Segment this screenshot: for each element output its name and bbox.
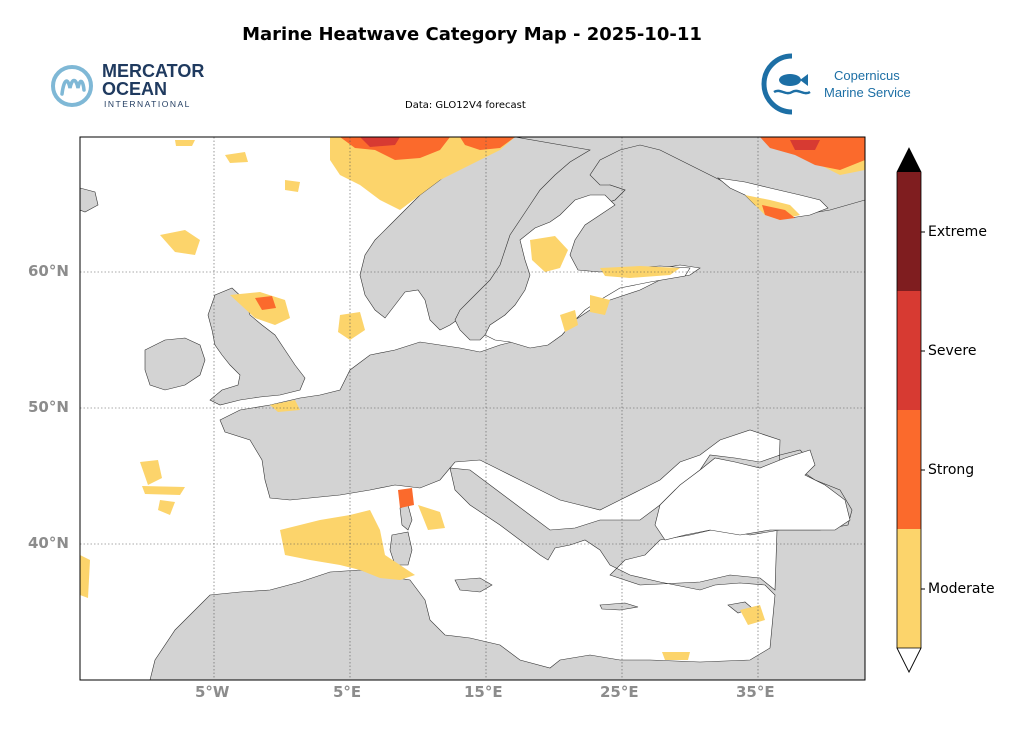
colorbar xyxy=(896,147,925,673)
land-sardinia xyxy=(389,531,413,566)
mercator-line3: INTERNATIONAL xyxy=(104,99,191,109)
severe-patches xyxy=(360,137,820,150)
lon-label-5e: 5°E xyxy=(333,683,362,701)
lat-label-40n: 40°N xyxy=(28,534,69,552)
legend-label-moderate: Moderate xyxy=(928,581,995,597)
mercator-ocean-logo: MERCATOR OCEAN INTERNATIONAL xyxy=(51,61,204,109)
mercator-line2: OCEAN xyxy=(102,79,167,99)
map-title: Marine Heatwave Category Map - 2025-10-1… xyxy=(242,24,702,45)
land-great-britain xyxy=(207,287,306,406)
land-ireland xyxy=(144,337,206,391)
colorbar-moderate xyxy=(897,529,921,648)
land-iceland-fragment xyxy=(80,187,99,213)
lon-label-25e: 25°E xyxy=(600,683,639,701)
lon-label-35e: 35°E xyxy=(736,683,775,701)
colorbar-severe xyxy=(897,291,921,410)
copernicus-line2: Marine Service xyxy=(824,85,911,100)
lat-label-50n: 50°N xyxy=(28,398,69,416)
map-frame xyxy=(79,136,866,681)
lon-label-15e: 15°E xyxy=(464,683,503,701)
mercator-line1: MERCATOR xyxy=(102,61,204,81)
data-source-label: Data: GLO12V4 forecast xyxy=(405,100,526,111)
sea-black-sea xyxy=(654,449,851,541)
legend-label-severe: Severe xyxy=(928,343,977,359)
copernicus-line1: Copernicus xyxy=(834,68,900,83)
graticule xyxy=(80,137,865,680)
legend-label-strong: Strong xyxy=(928,462,975,478)
lat-label-60n: 60°N xyxy=(28,262,69,280)
colorbar-strong xyxy=(897,410,921,529)
colorbar-extend-top xyxy=(897,148,921,172)
copernicus-marine-logo: Copernicus Marine Service xyxy=(761,53,911,115)
colorbar-extend-bottom xyxy=(896,647,922,673)
sea-baltic xyxy=(484,194,691,349)
lon-label-5w: 5°W xyxy=(195,683,230,701)
legend-label-extreme: Extreme xyxy=(928,224,987,240)
land-crete xyxy=(599,602,639,611)
colorbar-extreme xyxy=(897,172,921,291)
moderate-patches xyxy=(80,137,865,660)
fish-icon xyxy=(779,74,801,86)
strong-patches xyxy=(255,137,865,508)
